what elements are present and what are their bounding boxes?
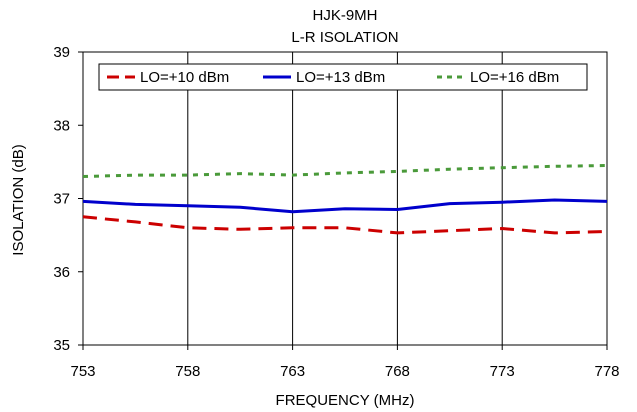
series-line-1 bbox=[82, 215, 608, 235]
legend: LO=+10 dBm LO=+13 dBm LO=+16 dBm bbox=[98, 63, 588, 91]
chart-title: HJK-9MH bbox=[312, 7, 377, 24]
series-line-2 bbox=[82, 198, 608, 214]
y-tick-label: 36 bbox=[53, 264, 70, 281]
x-tick-label: 763 bbox=[280, 363, 305, 380]
x-tick-label: 773 bbox=[490, 363, 515, 380]
y-tick-label: 38 bbox=[53, 117, 70, 134]
grid-lines bbox=[78, 51, 608, 350]
x-tick-label: 768 bbox=[385, 363, 410, 380]
series-line-3 bbox=[82, 164, 608, 178]
x-tick-label: 778 bbox=[594, 363, 619, 380]
legend-label-3: LO=+16 dBm bbox=[470, 69, 559, 86]
series-layer bbox=[82, 164, 608, 235]
x-tick-label: 758 bbox=[175, 363, 200, 380]
chart-subtitle: L-R ISOLATION bbox=[291, 29, 398, 46]
legend-label-1: LO=+10 dBm bbox=[140, 69, 229, 86]
plot-frame bbox=[82, 51, 608, 346]
y-tick-label: 39 bbox=[53, 44, 70, 61]
tick-labels: 753 758 763 768 773 778 35 36 37 38 39 bbox=[53, 44, 619, 380]
y-axis-label: ISOLATION (dB) bbox=[10, 144, 27, 255]
legend-label-2: LO=+13 dBm bbox=[296, 69, 385, 86]
x-axis-label: FREQUENCY (MHz) bbox=[276, 392, 415, 409]
legend-box bbox=[98, 63, 588, 91]
x-tick-label: 753 bbox=[70, 363, 95, 380]
y-tick-label: 35 bbox=[53, 337, 70, 354]
y-tick-label: 37 bbox=[53, 191, 70, 208]
